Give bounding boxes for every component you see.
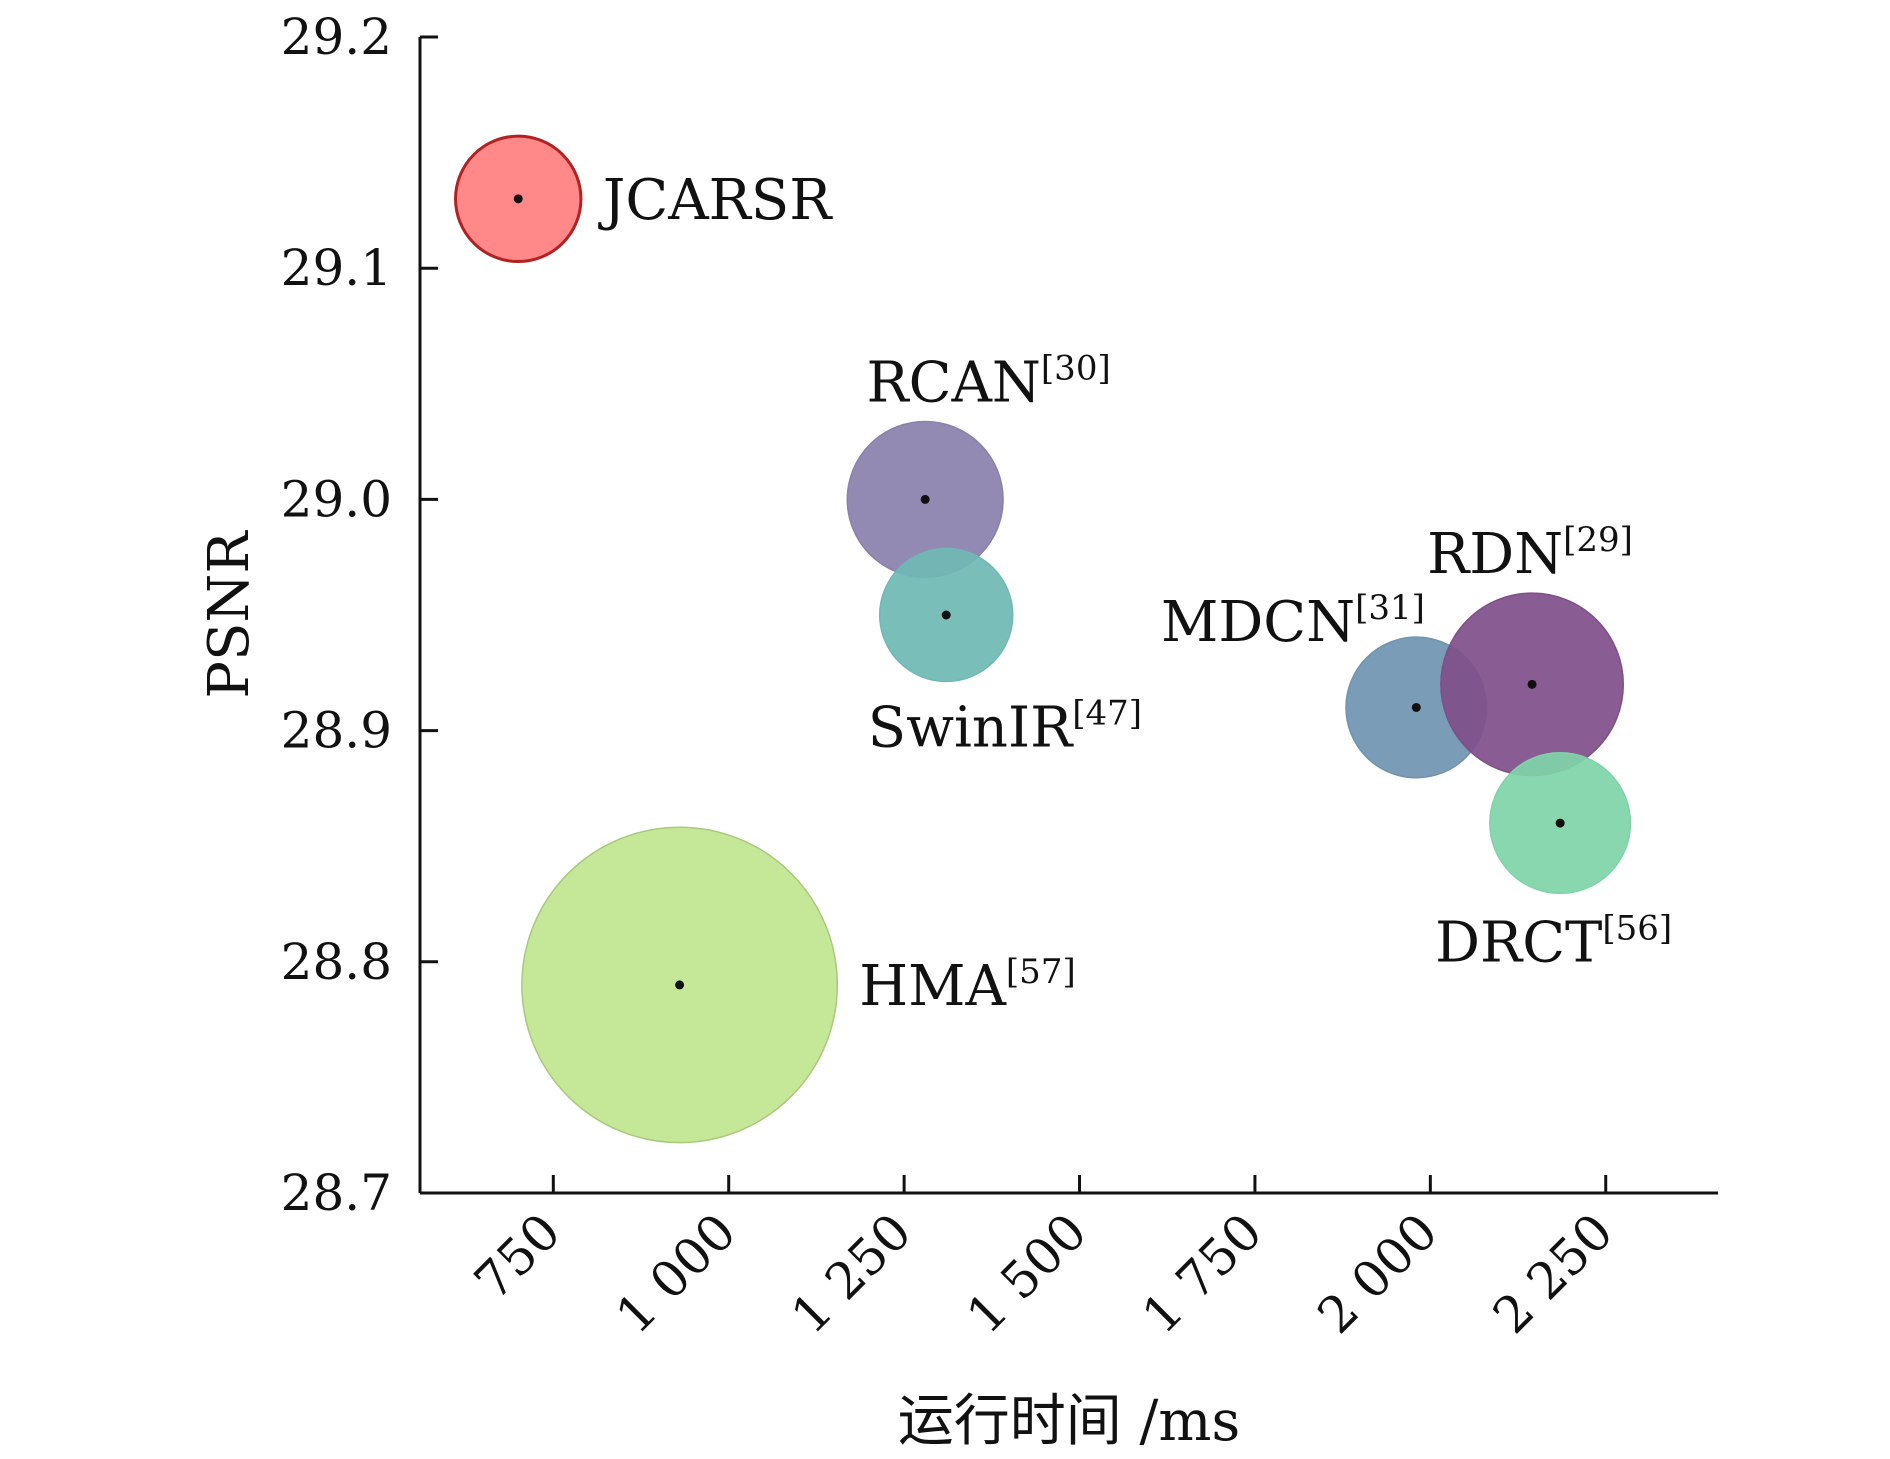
y-ticks: 28.7 28.8 28.9 29.0 29.1 29.2 <box>281 8 438 1222</box>
bubble-label-rdn: RDN[29] <box>1427 520 1633 587</box>
x-tick-label: 1 750 <box>1131 1202 1273 1344</box>
bubble-center-dot <box>920 494 930 504</box>
y-tick-label: 29.0 <box>281 470 392 528</box>
x-ticks: 750 1 000 1 250 1 500 1 750 2 000 2 250 <box>463 1175 1624 1345</box>
bubble-center-dot <box>1555 818 1565 828</box>
x-tick-label: 2 000 <box>1307 1202 1449 1344</box>
bubble-center-dot <box>1527 679 1537 689</box>
x-tick-label: 1 250 <box>780 1202 922 1344</box>
x-axis-title: 运行时间 /ms <box>898 1389 1241 1454</box>
bubble-label-jcarsr: JCARSR <box>598 168 833 233</box>
y-axis-title: PSNR <box>197 530 262 699</box>
bubble-center-dot <box>675 980 685 990</box>
bubble-label-drct: DRCT[56] <box>1435 908 1672 975</box>
x-tick-label: 1 500 <box>956 1202 1098 1344</box>
bubble-label-rcan: RCAN[30] <box>866 349 1110 416</box>
bubble-layer <box>454 134 1632 1144</box>
x-tick-label: 2 250 <box>1482 1202 1624 1344</box>
bubble-label-mdcn: MDCN[31] <box>1161 588 1425 655</box>
bubble-center-dot <box>941 610 951 620</box>
x-tick-label: 1 000 <box>605 1202 747 1344</box>
y-tick-label: 29.1 <box>281 239 392 297</box>
y-tick-label: 28.9 <box>281 702 392 760</box>
x-tick-label: 750 <box>463 1202 571 1310</box>
y-tick-label: 28.7 <box>281 1164 392 1222</box>
bubble-label-swinir: SwinIR[47] <box>868 694 1142 761</box>
bubble-center-dot <box>513 194 523 204</box>
bubble-center-dot <box>1411 702 1421 712</box>
y-tick-label: 28.8 <box>281 933 392 991</box>
bubble-label-hma: HMA[57] <box>859 952 1075 1019</box>
bubble-labels: JCARSR RCAN[30] SwinIR[47] MDCN[31]RDN[29] D… <box>598 168 1672 1019</box>
y-tick-label: 29.2 <box>281 8 392 66</box>
